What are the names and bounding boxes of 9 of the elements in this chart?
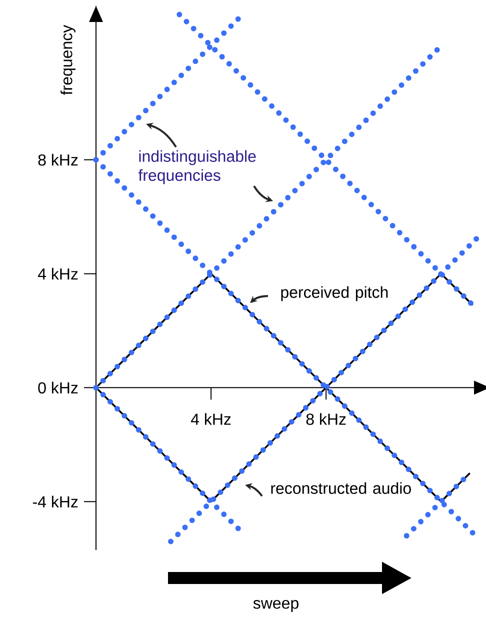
annotation: indistinguishable frequencies — [138, 150, 256, 184]
annotation: perceived pitch — [281, 286, 388, 302]
y-tick-label: 4 kHz — [38, 268, 78, 280]
y-axis-title: frequency — [60, 24, 76, 95]
y-tick-label: -4 kHz — [32, 496, 78, 508]
y-tick-label: 0 kHz — [38, 382, 78, 394]
annotation: reconstructed audio — [271, 482, 411, 494]
x-axis-title: sweep — [253, 600, 298, 612]
y-tick-label: 8 kHz — [38, 154, 78, 166]
